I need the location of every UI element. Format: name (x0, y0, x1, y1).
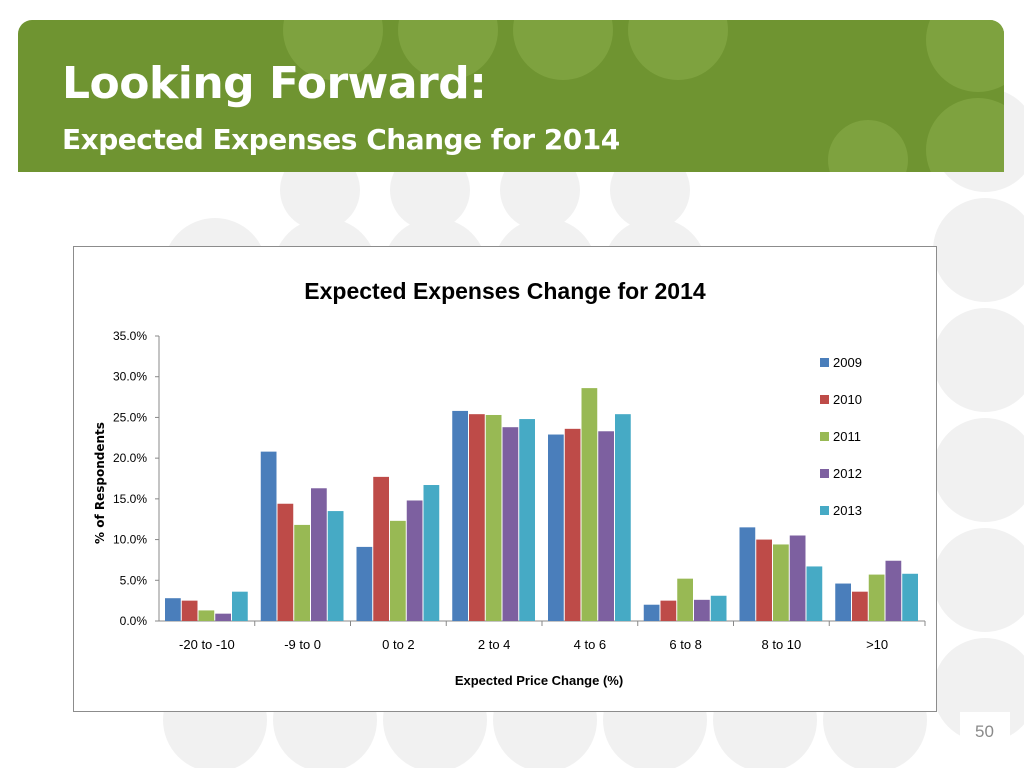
y-tick-label: 25.0% (113, 410, 147, 424)
bar-2010-2 (277, 503, 294, 621)
y-tick-label: 10.0% (113, 533, 147, 547)
chart-legend: 2009 2010 2011 2012 2013 (820, 355, 862, 518)
y-tick-label: 35.0% (113, 329, 147, 343)
legend-swatch-2011 (820, 432, 829, 441)
y-tick-label: 30.0% (113, 370, 147, 384)
x-tick-label: 2 to 4 (478, 637, 511, 652)
bar-2010-8 (852, 591, 868, 621)
y-tick-label: 0.0% (120, 614, 148, 628)
x-tick-label: 4 to 6 (574, 637, 607, 652)
x-tick-label: 8 to 10 (761, 637, 801, 652)
y-tick-label: 20.0% (113, 451, 147, 465)
bar-2012-6 (694, 599, 710, 621)
legend-label-2010: 2010 (833, 392, 862, 407)
bar-2012-2 (311, 488, 327, 621)
legend-swatch-2012 (820, 469, 829, 478)
bar-2013-4 (519, 419, 535, 621)
bar-2011-1 (198, 610, 215, 621)
bar-2011-5 (581, 388, 598, 621)
legend-label-2011: 2011 (833, 429, 861, 444)
bar-2012-5 (598, 431, 614, 621)
bar-2013-5 (615, 414, 631, 621)
bar-2011-6 (677, 578, 693, 621)
bar-2013-7 (806, 566, 823, 621)
y-tick-label: 15.0% (113, 492, 147, 506)
x-tick-label: >10 (866, 637, 888, 652)
bar-2009-4 (452, 410, 468, 621)
bar-chart: Expected Expenses Change for 2014 % of R… (93, 278, 926, 688)
x-tick-label: 6 to 8 (669, 637, 702, 652)
bar-2012-4 (502, 427, 519, 621)
bar-2012-8 (885, 560, 902, 621)
bar-2009-8 (835, 583, 851, 621)
bar-2009-3 (356, 546, 373, 621)
bar-2009-2 (260, 451, 277, 621)
bar-2013-8 (902, 573, 918, 621)
bar-2013-1 (232, 591, 248, 621)
bar-2011-3 (390, 520, 406, 621)
bar-2010-5 (564, 428, 581, 621)
x-axis-label: Expected Price Change (%) (455, 673, 623, 688)
bar-2013-6 (710, 595, 727, 621)
y-axis-label: % of Respondents (93, 422, 107, 544)
bar-2009-6 (643, 604, 660, 621)
banner-circle-pattern (283, 20, 1004, 172)
x-tick-label: 0 to 2 (382, 637, 415, 652)
y-tick-label: 5.0% (120, 573, 148, 587)
chart-frame: Expected Expenses Change for 2014 % of R… (73, 246, 937, 712)
bar-2011-7 (773, 544, 789, 621)
legend-swatch-2009 (820, 358, 829, 367)
legend-swatch-2013 (820, 506, 829, 515)
plot-area: 0.0% 5.0% 10.0% 15.0% 20.0% 25.0% 30.0% 35.0% -2… (113, 329, 926, 652)
legend-swatch-2010 (820, 395, 829, 404)
bar-2010-1 (181, 600, 198, 621)
bar-2011-2 (294, 524, 310, 621)
bar-2010-7 (756, 539, 772, 621)
legend-label-2009: 2009 (833, 355, 862, 370)
bar-2010-4 (469, 414, 485, 621)
bar-2012-1 (215, 613, 231, 621)
bar-2012-3 (406, 500, 423, 621)
x-tick-label: -20 to -10 (179, 637, 235, 652)
bar-2013-3 (423, 485, 440, 621)
slide-title: Looking Forward: (62, 58, 487, 109)
bar-2009-7 (739, 527, 756, 621)
page-number: 50 (975, 722, 994, 741)
slide-subtitle: Expected Expenses Change for 2014 (62, 123, 620, 156)
legend-label-2013: 2013 (833, 503, 862, 518)
bar-2013-2 (327, 511, 344, 621)
x-tick-label: -9 to 0 (284, 637, 321, 652)
bar-2010-6 (660, 600, 677, 621)
bar-2009-5 (548, 434, 564, 621)
bar-2012-7 (789, 535, 806, 621)
bar-2011-4 (485, 414, 502, 621)
title-banner (18, 20, 1004, 172)
bar-2011-8 (868, 574, 885, 621)
chart-title: Expected Expenses Change for 2014 (304, 278, 706, 304)
bar-2009-1 (165, 598, 181, 621)
legend-label-2012: 2012 (833, 466, 862, 481)
page-number-box (960, 712, 1010, 756)
bar-2010-3 (373, 476, 389, 621)
